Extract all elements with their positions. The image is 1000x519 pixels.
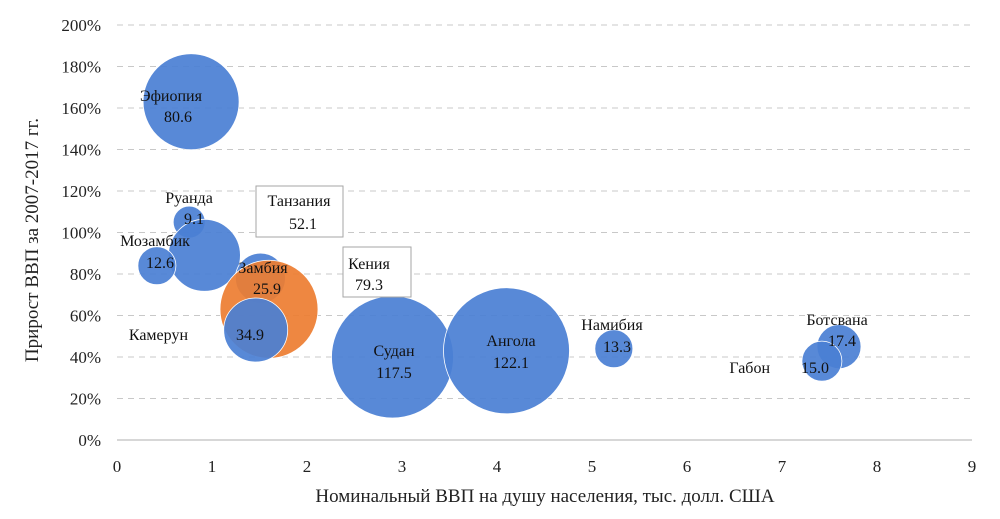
x-tick-label: 3 — [398, 457, 407, 476]
bubble-value-label: 117.5 — [376, 365, 411, 382]
y-tick-label: 40% — [70, 348, 101, 367]
bubble — [223, 297, 289, 363]
bubble-country-label: Замбия — [238, 260, 288, 277]
bubble — [801, 340, 843, 382]
bubble-country-label: Габон — [729, 360, 770, 377]
bubble-labels: Эфиопия 80.6 Руанда 9.1 Танзания 52.1 Мозамбик… — [120, 88, 868, 382]
bubble-value-label: 79.3 — [355, 277, 383, 294]
x-axis-title: Номинальный ВВП на душу населения, тыс. … — [315, 486, 774, 507]
y-tick-label: 60% — [70, 307, 101, 326]
bubble-country-label: Мозамбик — [120, 233, 190, 250]
y-tick-label: 200% — [61, 16, 101, 35]
y-tick-label: 140% — [61, 141, 101, 160]
bubbles — [137, 53, 862, 419]
bubble — [137, 246, 177, 286]
bubble-value-label: 9.1 — [184, 211, 204, 228]
bubble-value-label: 15.0 — [801, 360, 829, 377]
x-tick-label: 9 — [968, 457, 977, 476]
bubble-country-label: Кения — [348, 256, 390, 273]
bubble-country-label: Судан — [373, 343, 415, 360]
x-tick-label: 4 — [493, 457, 502, 476]
y-tick-label: 120% — [61, 182, 101, 201]
bubble-country-label: Ангола — [486, 333, 535, 350]
bubble-country-label: Руанда — [165, 190, 213, 207]
bubble-value-label: 34.9 — [236, 327, 264, 344]
y-tick-label: 100% — [61, 224, 101, 243]
bubble — [142, 53, 240, 151]
bubble-country-label: Танзания — [268, 193, 332, 210]
bubble-value-label: 17.4 — [828, 333, 856, 350]
label-box — [255, 185, 344, 238]
x-tick-label: 0 — [113, 457, 122, 476]
bubble-country-label: Камерун — [129, 327, 189, 344]
bubble-country-label: Ботсвана — [806, 312, 867, 329]
x-tick-label: 7 — [778, 457, 787, 476]
axes: 0% 20% 40% 60% 80% 100% 120% 140% 160% 180% 200% 0 1… — [61, 16, 976, 476]
x-tick-label: 2 — [303, 457, 312, 476]
y-axis-title: Прирост ВВП за 2007-2017 гг. — [22, 118, 43, 362]
x-tick-label: 8 — [873, 457, 882, 476]
x-tick-label: 1 — [208, 457, 217, 476]
bubble-value-label: 80.6 — [164, 109, 192, 126]
bubble-value-label: 122.1 — [493, 355, 529, 372]
bubble-value-label: 25.9 — [253, 281, 281, 298]
bubble-country-label: Эфиопия — [140, 88, 203, 105]
y-tick-label: 80% — [70, 265, 101, 284]
y-tick-label: 20% — [70, 390, 101, 409]
y-tick-label: 0% — [78, 431, 101, 450]
bubble — [594, 329, 634, 369]
bubble-value-label: 52.1 — [289, 216, 317, 233]
x-tick-label: 5 — [588, 457, 597, 476]
x-tick-label: 6 — [683, 457, 692, 476]
bubble-country-label: Намибия — [581, 317, 643, 334]
y-tick-label: 160% — [61, 99, 101, 118]
label-box — [342, 246, 412, 298]
y-tick-label: 180% — [61, 58, 101, 77]
bubble-value-label: 12.6 — [146, 255, 174, 272]
bubble-value-label: 13.3 — [603, 339, 631, 356]
bubble — [443, 287, 570, 415]
